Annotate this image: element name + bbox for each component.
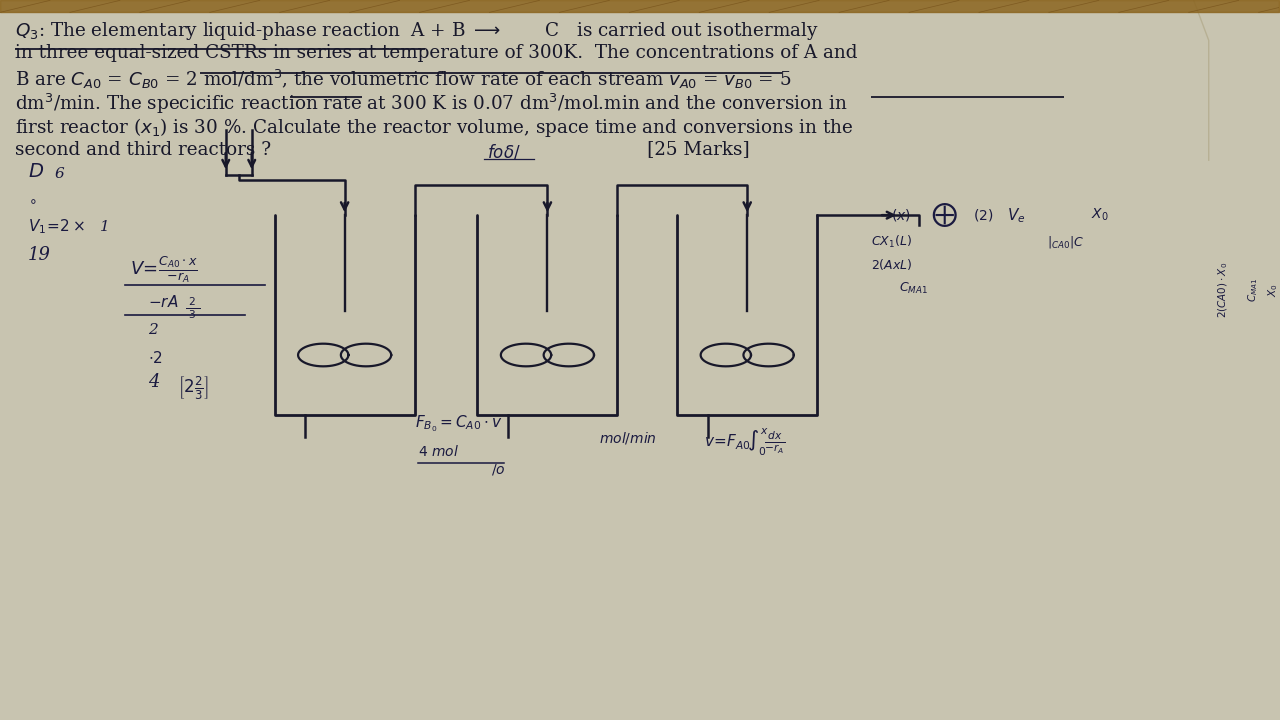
Text: second and third reactors ?                                                     : second and third reactors ?: [15, 140, 750, 158]
Text: $D$: $D$: [28, 163, 44, 181]
Text: $\frac{\ 2\ }{3}$: $\frac{\ 2\ }{3}$: [184, 295, 201, 321]
Text: in three equal-sized CSTRs in series at temperature of 300K.  The concentrations: in three equal-sized CSTRs in series at …: [15, 45, 858, 63]
Text: dm$^3$/min. The specicific reaction rate at 300 K is 0.07 dm$^3$/mol.min and the: dm$^3$/min. The specicific reaction rate…: [15, 92, 847, 117]
Text: $-rA$: $-rA$: [148, 294, 178, 310]
Text: $X_0$: $X_0$: [1267, 283, 1280, 297]
Text: $2(CA0)\cdot X_0$: $2(CA0)\cdot X_0$: [1217, 262, 1230, 318]
Text: 6: 6: [55, 167, 65, 181]
Text: $F_{B_0} = C_{A0}\cdot v$: $F_{B_0} = C_{A0}\cdot v$: [415, 413, 502, 434]
Text: $/o$: $/o$: [492, 462, 506, 477]
Text: $mol/min$: $mol/min$: [599, 430, 657, 446]
Text: first reactor ($x_1$) is 30 %. Calculate the reactor volume, space time and conv: first reactor ($x_1$) is 30 %. Calculate…: [15, 116, 854, 139]
Text: $(2)$: $(2)$: [973, 207, 993, 223]
Text: $Q_3$: The elementary liquid-phase reaction  A + B $\longrightarrow$       C   i: $Q_3$: The elementary liquid-phase react…: [15, 20, 819, 42]
Text: $fo\delta/$: $fo\delta/$: [488, 143, 521, 162]
Text: $C_{MA1}$: $C_{MA1}$: [1247, 278, 1261, 302]
Text: $V_e$: $V_e$: [1007, 206, 1025, 225]
Text: $\circ$: $\circ$: [28, 193, 36, 207]
Text: $(x)$: $(x)$: [891, 207, 911, 223]
Text: 2: 2: [148, 323, 157, 337]
Text: $V_1 \!=\! 2\times$: $V_1 \!=\! 2\times$: [28, 217, 84, 236]
Text: 1: 1: [100, 220, 110, 234]
Text: B are $C_{A0}$ = $C_{B0}$ = 2 mol/dm$^3$, the volumetric flow rate of each strea: B are $C_{A0}$ = $C_{B0}$ = 2 mol/dm$^3$…: [15, 68, 791, 91]
Text: $|_{CA0}|C$: $|_{CA0}|C$: [1047, 234, 1084, 250]
Text: $\cdot 2$: $\cdot 2$: [148, 350, 163, 366]
Text: $\left[2\frac{2}{3}\right]$: $\left[2\frac{2}{3}\right]$: [178, 374, 209, 402]
Text: $2(AxL)$: $2(AxL)$: [872, 256, 913, 271]
Text: $CX_1(L)$: $CX_1(L)$: [872, 234, 911, 250]
Text: $\bigoplus$: $\bigoplus$: [931, 201, 957, 229]
Text: 19: 19: [28, 246, 51, 264]
Text: $C_{MA1}$: $C_{MA1}$: [899, 281, 928, 296]
Text: $X_0$: $X_0$: [1091, 207, 1108, 223]
Text: $V\!=\!\frac{C_{A0}\cdot x}{-r_{A}}$: $V\!=\!\frac{C_{A0}\cdot x}{-r_{A}}$: [129, 255, 197, 285]
Text: $4\ mol$: $4\ mol$: [417, 444, 458, 459]
Text: $v\!=\!F_{A0}\!\int_0^{x}\!\frac{dx}{-r_A}$: $v\!=\!F_{A0}\!\int_0^{x}\!\frac{dx}{-r_…: [704, 426, 786, 458]
Text: 4: 4: [148, 373, 159, 391]
